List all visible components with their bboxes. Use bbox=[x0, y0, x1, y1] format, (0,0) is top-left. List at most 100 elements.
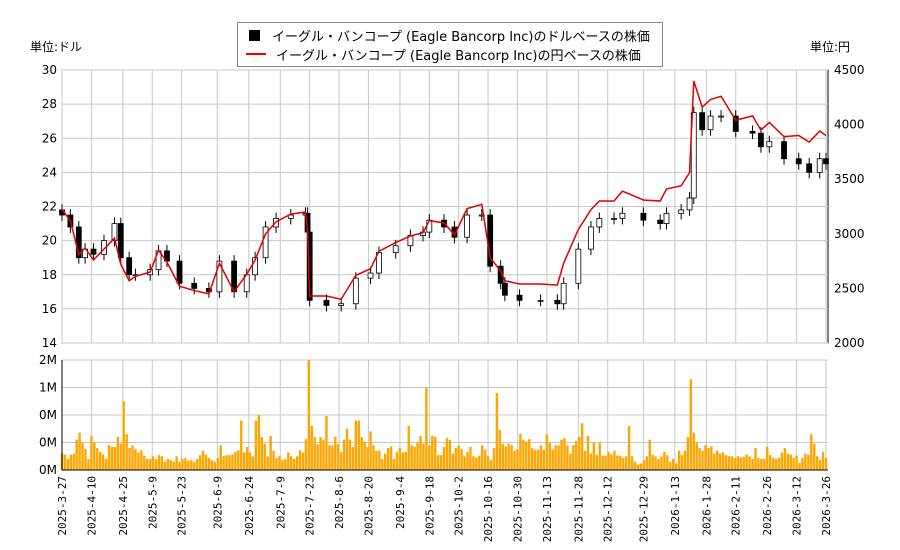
volume-bar bbox=[125, 434, 128, 470]
volume-bar bbox=[363, 441, 366, 470]
volume-bar bbox=[727, 456, 731, 470]
candle-body bbox=[560, 282, 567, 305]
x-axis-tick-label: 2025-9-18 bbox=[423, 476, 436, 536]
volume-bar bbox=[789, 454, 792, 470]
volume-bar bbox=[533, 449, 537, 470]
volume-bar bbox=[645, 456, 648, 470]
candle-body bbox=[663, 212, 670, 224]
candle-body bbox=[90, 248, 97, 255]
volume-bar bbox=[719, 453, 722, 470]
volume-bar bbox=[395, 451, 399, 470]
volume-bar bbox=[572, 445, 575, 470]
volume-bar bbox=[375, 450, 378, 470]
x-axis-tick-label: 2026-3-12 bbox=[791, 476, 804, 536]
volume-bar bbox=[580, 423, 584, 470]
volume-bar bbox=[824, 457, 828, 470]
volume-bar bbox=[536, 449, 540, 470]
volume-bar bbox=[475, 457, 478, 470]
volume-bar bbox=[448, 439, 452, 470]
volume-bar bbox=[322, 439, 325, 470]
volume-bar bbox=[801, 457, 804, 470]
volume-bar bbox=[680, 455, 684, 470]
volume-bar bbox=[695, 442, 698, 470]
volume-bar bbox=[275, 457, 278, 470]
candle-body bbox=[806, 163, 813, 173]
volume-bar bbox=[325, 416, 328, 470]
candle-body bbox=[497, 265, 504, 284]
candle-body bbox=[823, 158, 829, 165]
volume-bar bbox=[134, 449, 137, 470]
volume-bar bbox=[190, 460, 193, 470]
left-axis-tick-label: 22 bbox=[42, 200, 57, 214]
volume-bar bbox=[257, 415, 261, 470]
volume-axis-tick-label: 0M bbox=[39, 463, 57, 477]
volume-bar bbox=[522, 439, 525, 470]
volume-bar bbox=[575, 440, 578, 470]
volume-bar bbox=[545, 434, 549, 470]
volume-bar bbox=[639, 463, 643, 470]
volume-bar bbox=[710, 446, 713, 470]
candle-body bbox=[216, 260, 223, 293]
volume-bar bbox=[366, 446, 369, 470]
volume-bar bbox=[428, 445, 431, 470]
volume-bar bbox=[469, 446, 472, 470]
volume-bar bbox=[131, 445, 134, 470]
volume-bar bbox=[651, 454, 654, 470]
left-axis-tick-label: 18 bbox=[42, 268, 57, 282]
candle-body bbox=[758, 132, 764, 148]
volume-bar bbox=[96, 448, 99, 470]
legend-entry-jpy: イーグル・バンコープ (Eagle Bancorp Inc)の円ベースの株価 bbox=[246, 45, 641, 64]
volume-bar bbox=[519, 433, 522, 470]
volume-bar bbox=[630, 456, 634, 470]
volume-bar bbox=[642, 460, 646, 470]
volume-bar bbox=[163, 461, 167, 470]
x-axis-tick-label: 2025-10-30 bbox=[511, 476, 524, 542]
volume-bar bbox=[216, 457, 219, 470]
volume-bar bbox=[137, 452, 140, 470]
volume-bar bbox=[298, 450, 302, 470]
candle-body bbox=[588, 226, 594, 250]
volume-bar bbox=[657, 459, 660, 470]
volume-bar bbox=[528, 439, 531, 470]
candle-body bbox=[191, 282, 198, 289]
left-axis-tick-label: 30 bbox=[42, 63, 57, 77]
candle-body bbox=[781, 141, 787, 160]
volume-bar bbox=[463, 456, 466, 470]
volume-bar bbox=[766, 446, 769, 470]
volume-bar bbox=[201, 450, 205, 470]
volume-bar bbox=[627, 426, 631, 470]
volume-bar bbox=[713, 453, 716, 470]
volume-bar bbox=[563, 438, 566, 470]
candle-body bbox=[795, 158, 802, 165]
volume-bar bbox=[610, 454, 613, 470]
candle-body bbox=[352, 277, 359, 305]
volume-bar bbox=[595, 454, 598, 470]
volume-bar bbox=[93, 442, 96, 470]
volume-bar bbox=[63, 454, 67, 470]
right-axis-tick-label: 2000 bbox=[834, 336, 865, 350]
volume-bar bbox=[616, 455, 619, 470]
volume-bar bbox=[334, 437, 337, 470]
right-axis-unit: 単位:円 bbox=[810, 40, 851, 54]
volume-bar bbox=[386, 448, 390, 470]
volume-bar bbox=[360, 437, 363, 470]
volume-bar bbox=[724, 455, 728, 470]
candle-body bbox=[619, 212, 626, 219]
volume-bar bbox=[577, 437, 581, 470]
volume-bar bbox=[213, 461, 216, 470]
volume-bar bbox=[660, 456, 663, 470]
volume-bar bbox=[398, 448, 402, 470]
volume-bar bbox=[539, 445, 543, 470]
volume-bar bbox=[813, 443, 816, 470]
x-axis-tick-label: 2026-1-28 bbox=[700, 476, 713, 536]
volume-bar bbox=[607, 451, 610, 470]
right-axis-tick-label: 4500 bbox=[834, 63, 865, 77]
volume-bar bbox=[128, 448, 131, 470]
candle-body bbox=[678, 209, 685, 214]
volume-bar bbox=[157, 455, 161, 470]
candle-body bbox=[516, 294, 523, 301]
volume-bar bbox=[210, 460, 214, 470]
volume-bar bbox=[821, 451, 825, 470]
volume-bar bbox=[66, 459, 70, 470]
